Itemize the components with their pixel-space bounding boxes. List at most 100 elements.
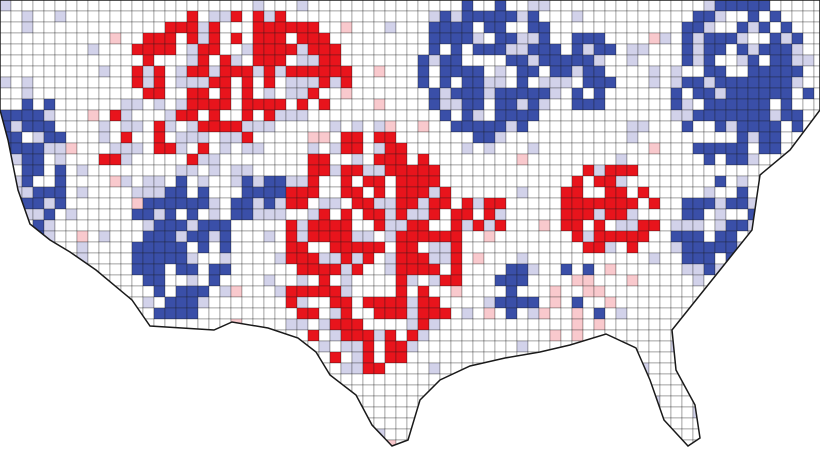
county [736, 351, 749, 364]
county [626, 208, 639, 221]
county [142, 21, 155, 34]
county [219, 197, 232, 210]
county [77, 451, 88, 462]
county [252, 263, 265, 276]
county [43, 307, 56, 320]
county [681, 153, 694, 166]
county [296, 164, 309, 177]
county [395, 208, 408, 221]
county [791, 263, 804, 276]
county [648, 109, 661, 122]
county [747, 318, 760, 331]
county [274, 241, 287, 254]
county [32, 175, 45, 188]
county [164, 208, 177, 221]
county [802, 329, 815, 342]
county [120, 230, 133, 243]
county [637, 340, 650, 353]
county [450, 153, 463, 166]
county [208, 428, 221, 441]
county [43, 186, 56, 199]
county [604, 65, 617, 78]
county [395, 0, 408, 12]
county [10, 395, 23, 408]
county [604, 10, 617, 23]
county [769, 428, 782, 441]
county [516, 373, 529, 386]
county [417, 384, 430, 397]
county [582, 362, 595, 375]
county [340, 428, 353, 441]
county [736, 285, 749, 298]
county [373, 208, 386, 221]
county [65, 120, 78, 133]
county [549, 307, 562, 320]
county [263, 296, 276, 309]
county [395, 274, 408, 287]
county [208, 406, 221, 419]
county [604, 208, 617, 221]
county [659, 439, 672, 446]
county [472, 131, 485, 144]
county [186, 307, 199, 320]
county [472, 318, 485, 331]
county [791, 406, 804, 419]
county [659, 263, 672, 276]
county [219, 384, 232, 397]
county [10, 274, 23, 287]
county [670, 208, 683, 221]
county [109, 274, 122, 287]
county [648, 230, 661, 243]
county [406, 307, 419, 320]
county [593, 252, 606, 265]
county [340, 241, 353, 254]
county [384, 428, 397, 441]
county [274, 285, 287, 298]
county [285, 296, 298, 309]
county [10, 318, 23, 331]
county [32, 406, 45, 419]
county [208, 120, 221, 133]
county [692, 32, 705, 45]
county [648, 296, 661, 309]
county [131, 208, 144, 221]
county [98, 153, 111, 166]
county [186, 21, 199, 34]
county [340, 98, 353, 111]
county [505, 87, 518, 100]
county [692, 153, 705, 166]
county [527, 307, 540, 320]
county [242, 451, 253, 462]
county [142, 296, 155, 309]
county [219, 241, 232, 254]
county [538, 318, 551, 331]
county [252, 131, 265, 144]
county [461, 142, 474, 155]
county [153, 131, 166, 144]
county [362, 109, 375, 122]
county [736, 395, 749, 408]
county [560, 153, 573, 166]
county [813, 208, 820, 221]
county [703, 340, 716, 353]
county [439, 87, 452, 100]
county [340, 373, 353, 386]
county [285, 21, 298, 34]
county [769, 76, 782, 89]
county [604, 296, 617, 309]
county [516, 109, 529, 122]
county [153, 87, 166, 100]
county [571, 417, 584, 430]
county [21, 406, 34, 419]
county [285, 340, 298, 353]
county [593, 230, 606, 243]
county [43, 21, 56, 34]
county [43, 241, 56, 254]
county [362, 175, 375, 188]
county [197, 109, 210, 122]
county [340, 362, 353, 375]
county [472, 406, 485, 419]
county [505, 76, 518, 89]
county [780, 65, 793, 78]
county [274, 32, 287, 45]
